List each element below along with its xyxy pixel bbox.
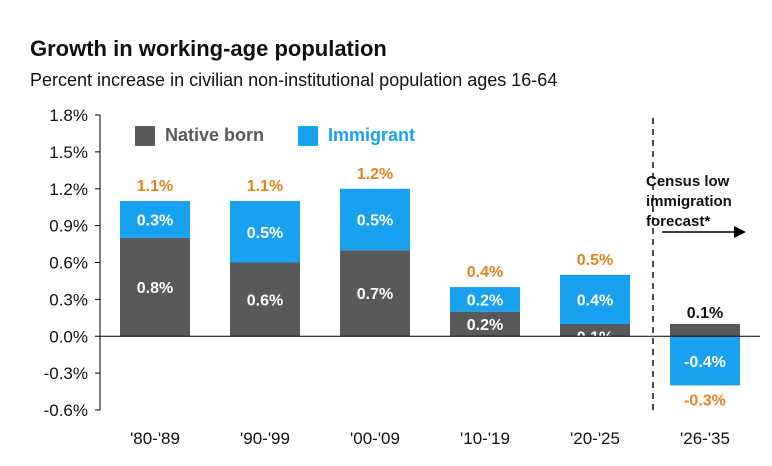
legend-item-immigrant: Immigrant (298, 125, 415, 146)
data-label-total: 0.4% (467, 264, 503, 281)
y-tick-label: 1.2% (49, 180, 88, 199)
legend-item-native: Native born (135, 125, 264, 146)
legend-label-immigrant: Immigrant (328, 125, 416, 145)
legend-label-native: Native born (165, 125, 265, 145)
data-label-native: 0.1% (577, 329, 613, 346)
forecast-annotation: Census low immigration forecast* (646, 172, 732, 232)
bar-immigrant (670, 336, 740, 386)
bar-immigrant (120, 201, 190, 238)
y-tick-label: 0.9% (49, 217, 88, 236)
data-label-total: 1.1% (137, 178, 173, 195)
x-tick-label: '00-'09 (350, 429, 400, 448)
y-tick-label: 0.3% (49, 290, 88, 309)
y-tick-label: -0.3% (44, 364, 88, 383)
forecast-line-1: Census low (646, 173, 730, 190)
y-tick-label: 1.5% (49, 143, 88, 162)
data-label-total: 1.2% (357, 166, 393, 183)
bar-immigrant (230, 201, 300, 263)
y-tick-label: 0.6% (49, 254, 88, 273)
bar-native (450, 311, 520, 337)
data-label-total: -0.3% (684, 392, 726, 409)
data-label-immigrant: 0.5% (357, 212, 393, 229)
data-label-immigrant: 0.3% (137, 212, 173, 229)
data-label-total: 1.1% (247, 178, 283, 195)
y-tick-label: 0.0% (49, 327, 88, 346)
x-tick-label: '10-'19 (460, 429, 510, 448)
bar-native (560, 323, 630, 337)
bar-native (120, 237, 190, 337)
bar-immigrant (340, 188, 410, 251)
bar-native (340, 250, 410, 337)
x-tick-label: '20-'25 (570, 429, 620, 448)
bar-native (670, 323, 740, 337)
legend-swatch-native (135, 125, 155, 146)
bar-immigrant (450, 287, 520, 312)
bar-immigrant (560, 274, 630, 324)
bar-native (230, 262, 300, 337)
data-label-native: 0.1% (687, 305, 723, 322)
data-label-immigrant: 0.4% (577, 292, 613, 309)
data-label-immigrant: -0.4% (684, 354, 726, 371)
x-tick-label: '90-'99 (240, 429, 290, 448)
forecast-line-2: immigration (646, 193, 732, 210)
data-label-total: 0.5% (577, 252, 613, 269)
legend-swatch-immigrant (298, 125, 319, 146)
x-tick-label: '26-'35 (680, 429, 730, 448)
legend: Native born Immigrant (135, 125, 449, 146)
data-label-native: 0.6% (247, 292, 283, 309)
y-tick-label: -0.6% (44, 401, 88, 420)
data-label-immigrant: 0.2% (467, 292, 503, 309)
chart-title: Growth in working-age population (30, 36, 387, 61)
data-label-native: 0.2% (467, 317, 503, 334)
y-tick-label: 1.8% (49, 106, 88, 125)
data-label-native: 0.8% (137, 280, 173, 297)
data-label-native: 0.7% (357, 286, 393, 303)
forecast-line-3: forecast* (646, 213, 711, 230)
data-label-immigrant: 0.5% (247, 225, 283, 242)
forecast-arrow-head (734, 226, 746, 238)
x-tick-label: '80-'89 (130, 429, 180, 448)
chart-subtitle: Percent increase in civilian non-institu… (30, 70, 558, 90)
